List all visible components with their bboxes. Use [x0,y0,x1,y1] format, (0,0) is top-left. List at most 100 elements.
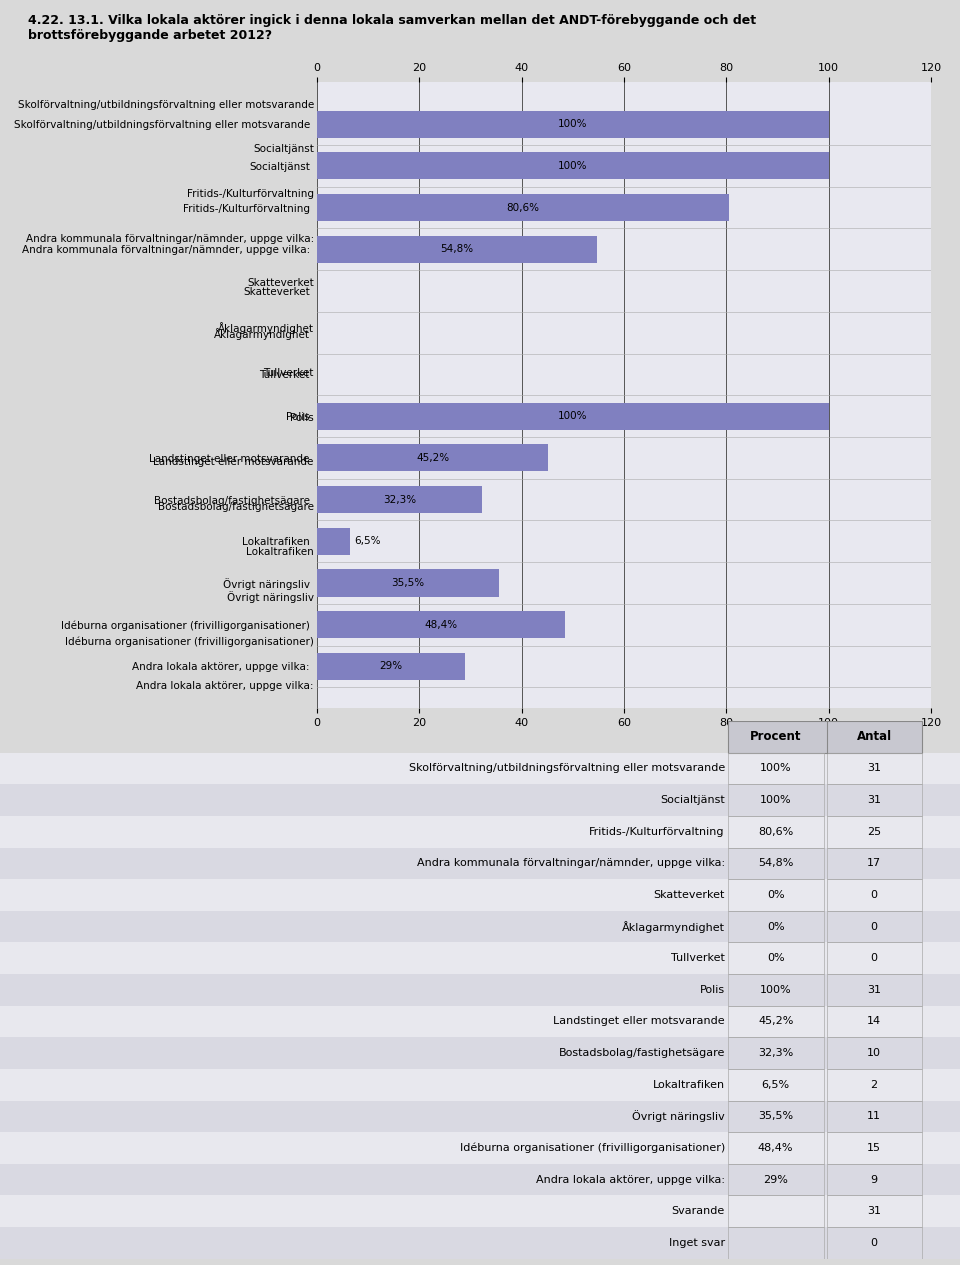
Text: Skolförvaltning/utbildningsförvaltning eller motsvarande: Skolförvaltning/utbildningsförvaltning e… [17,100,314,110]
Text: Andra kommunala förvaltningar/nämnder, uppge vilka:: Andra kommunala förvaltningar/nämnder, u… [26,234,314,244]
Text: 45,2%: 45,2% [758,1017,793,1026]
Text: 31: 31 [867,985,881,994]
Bar [0,942,960,974]
Bar [728,1227,824,1259]
Bar [317,152,828,180]
Bar [0,1101,960,1132]
Text: 2: 2 [871,1080,877,1089]
Bar [728,1006,824,1037]
Text: 31: 31 [867,764,881,773]
Text: Idéburna organisationer (frivilligorganisationer): Idéburna organisationer (frivilligorgani… [65,636,314,646]
Bar [728,753,824,784]
Text: Andra lokala aktörer, uppge vilka:: Andra lokala aktörer, uppge vilka: [536,1175,725,1184]
Text: 0: 0 [871,1238,877,1247]
Text: Socialtjänst: Socialtjänst [660,796,725,805]
Bar [728,816,824,848]
Text: Idéburna organisationer (frivilligorganisationer): Idéburna organisationer (frivilligorgani… [460,1142,725,1154]
Bar [317,486,482,514]
Text: 0: 0 [871,954,877,963]
Bar [728,1101,824,1132]
Text: Åklagarmyndighet: Åklagarmyndighet [622,921,725,932]
Text: Lokaltrafiken: Lokaltrafiken [653,1080,725,1089]
Bar [827,816,922,848]
Bar [0,1006,960,1037]
Text: 0%: 0% [767,891,784,899]
Bar [317,444,548,472]
Text: Inget svar: Inget svar [669,1238,725,1247]
Text: 15: 15 [867,1144,881,1152]
Bar [827,974,922,1006]
Text: Tullverket: Tullverket [263,368,314,378]
Text: Tullverket: Tullverket [671,954,725,963]
Bar [827,784,922,816]
Text: 45,2%: 45,2% [416,453,449,463]
Bar [827,753,922,784]
Bar [728,879,824,911]
Bar [0,848,960,879]
Bar [728,974,824,1006]
Text: Övrigt näringsliv: Övrigt näringsliv [632,1111,725,1122]
Text: 29%: 29% [763,1175,788,1184]
Text: Antal: Antal [856,730,892,744]
Bar [827,848,922,879]
Bar [317,402,828,430]
Text: 6,5%: 6,5% [354,536,381,546]
Text: Svarande: Svarande [672,1207,725,1216]
Bar [827,1164,922,1195]
Bar [317,653,466,681]
Text: 6,5%: 6,5% [761,1080,790,1089]
Bar [827,911,922,942]
Bar [827,1132,922,1164]
Text: Lokaltrafiken: Lokaltrafiken [246,546,314,557]
Bar [317,111,828,138]
Text: 0: 0 [871,922,877,931]
Text: 0: 0 [871,891,877,899]
Bar [317,528,350,555]
Bar [0,816,960,848]
Text: 0%: 0% [767,954,784,963]
Bar [728,848,824,879]
Bar [728,721,922,753]
Text: 14: 14 [867,1017,881,1026]
Text: 25: 25 [867,827,881,836]
Text: Övrigt näringsliv: Övrigt näringsliv [227,591,314,602]
Text: Landstinget eller motsvarande: Landstinget eller motsvarande [154,458,314,467]
Bar [0,1069,960,1101]
Bar [0,974,960,1006]
Bar [0,879,960,911]
Text: 35,5%: 35,5% [391,578,424,588]
Text: Andra kommunala förvaltningar/nämnder, uppge vilka:: Andra kommunala förvaltningar/nämnder, u… [417,859,725,868]
Bar [0,1037,960,1069]
Text: 35,5%: 35,5% [758,1112,793,1121]
Text: Åklagarmyndighet: Åklagarmyndighet [218,323,314,334]
Bar [728,942,824,974]
Text: 32,3%: 32,3% [758,1049,793,1058]
Text: 4.22. 13.1. Vilka lokala aktörer ingick i denna lokala samverkan mellan det ANDT: 4.22. 13.1. Vilka lokala aktörer ingick … [29,14,756,42]
Text: Bostadsbolag/fastighetsägare: Bostadsbolag/fastighetsägare [559,1049,725,1058]
Text: Procent: Procent [750,730,802,744]
Bar [0,911,960,942]
Text: Landstinget eller motsvarande: Landstinget eller motsvarande [553,1017,725,1026]
Bar [0,1227,960,1259]
Bar [317,569,498,597]
Text: 54,8%: 54,8% [758,859,793,868]
Bar [728,1132,824,1164]
Bar [0,1195,960,1227]
Text: Polis: Polis [290,412,314,423]
Text: 100%: 100% [558,161,588,171]
Text: 29%: 29% [379,662,402,672]
Text: Andra lokala aktörer, uppge vilka:: Andra lokala aktörer, uppge vilka: [136,681,314,691]
Bar [317,611,564,639]
Text: 17: 17 [867,859,881,868]
Text: 100%: 100% [558,119,588,129]
Bar [827,1006,922,1037]
Text: 100%: 100% [760,985,791,994]
Bar [317,194,730,221]
Text: 48,4%: 48,4% [758,1144,793,1152]
Bar [827,1037,922,1069]
Text: 10: 10 [867,1049,881,1058]
Bar [0,784,960,816]
Text: 9: 9 [871,1175,877,1184]
Bar [827,1101,922,1132]
Bar [827,942,922,974]
